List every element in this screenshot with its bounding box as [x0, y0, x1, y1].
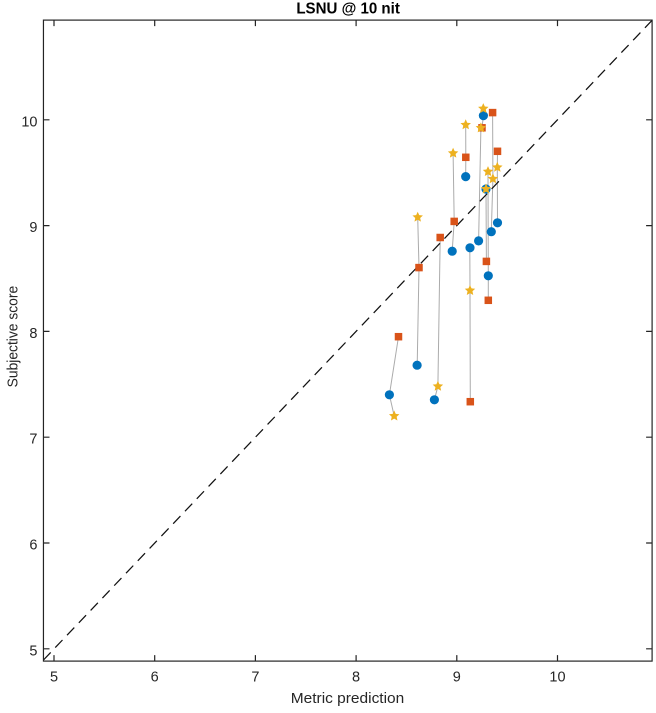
svg-text:10: 10 — [21, 114, 37, 130]
svg-text:LSNU @ 10 nit: LSNU @ 10 nit — [296, 0, 400, 17]
svg-text:8: 8 — [29, 326, 37, 342]
svg-text:9: 9 — [29, 220, 37, 236]
svg-text:Metric prediction: Metric prediction — [291, 690, 405, 707]
svg-text:6: 6 — [29, 538, 37, 554]
svg-text:5: 5 — [29, 643, 37, 659]
svg-text:9: 9 — [453, 670, 461, 686]
svg-text:5: 5 — [50, 670, 58, 686]
svg-text:Subjective score: Subjective score — [5, 286, 22, 388]
svg-text:8: 8 — [352, 670, 360, 686]
svg-text:6: 6 — [151, 670, 159, 686]
svg-text:10: 10 — [549, 670, 565, 686]
svg-text:7: 7 — [29, 432, 37, 448]
svg-text:7: 7 — [251, 670, 259, 686]
